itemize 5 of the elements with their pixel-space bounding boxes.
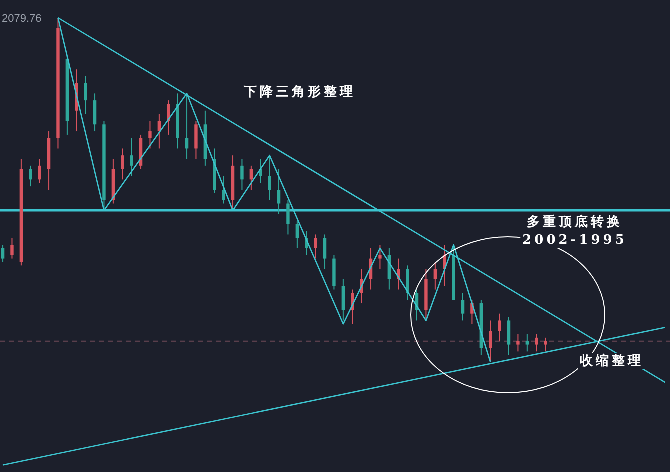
annotation: 下降三角形整理 — [243, 85, 356, 100]
annotation: 多重顶底转换 — [527, 214, 623, 230]
annotation: 2079.76 — [2, 13, 42, 25]
annotation: 2002-1995 — [522, 233, 628, 248]
annotation: 收缩整理 — [580, 353, 644, 369]
